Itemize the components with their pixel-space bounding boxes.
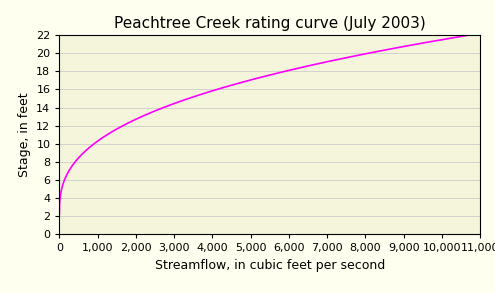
- X-axis label: Streamflow, in cubic feet per second: Streamflow, in cubic feet per second: [154, 259, 385, 272]
- Title: Peachtree Creek rating curve (July 2003): Peachtree Creek rating curve (July 2003): [114, 16, 426, 31]
- Y-axis label: Stage, in feet: Stage, in feet: [17, 93, 31, 177]
